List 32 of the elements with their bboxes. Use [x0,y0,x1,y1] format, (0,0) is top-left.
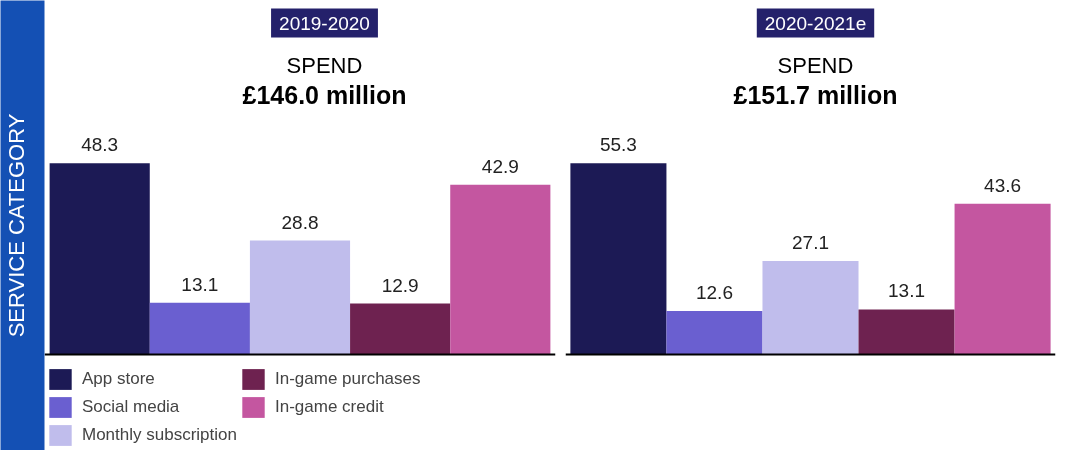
y-axis-title: SERVICE CATEGORY [3,113,29,338]
bar [49,163,150,355]
data-label: 28.8 [281,211,319,233]
legend-label: App store [82,369,155,389]
chart-subtitle: SPEND [286,52,363,78]
data-label: 13.1 [888,280,926,302]
data-label: 43.6 [984,174,1022,196]
text: £151.7 million [733,80,898,109]
data-label: 13.1 [181,273,219,295]
data-label: 48.3 [81,134,119,156]
bar [762,260,859,355]
bar [858,309,955,355]
legend-label: Social media [82,397,180,417]
chart-subtitle: SPEND [777,52,854,78]
bar [954,203,1051,355]
data-label: 12.9 [381,274,419,296]
legend-label: Monthly subscription [82,425,237,445]
bar [450,184,551,355]
bar [570,163,667,355]
data-label: 27.1 [792,231,829,253]
bar [149,302,250,355]
chart-title: 2020-2021e [764,12,867,34]
legend-label: In-game purchases [274,369,421,389]
data-label: 42.9 [481,155,519,177]
chart-title: 2019-2020 [279,12,370,34]
bar [666,311,763,355]
text: £146.0 million [242,80,407,109]
data-label: 55.3 [599,134,637,156]
bar [249,240,351,355]
data-label: 12.6 [695,282,733,304]
bar [350,303,451,355]
legend-label: In-game credit [274,397,384,417]
